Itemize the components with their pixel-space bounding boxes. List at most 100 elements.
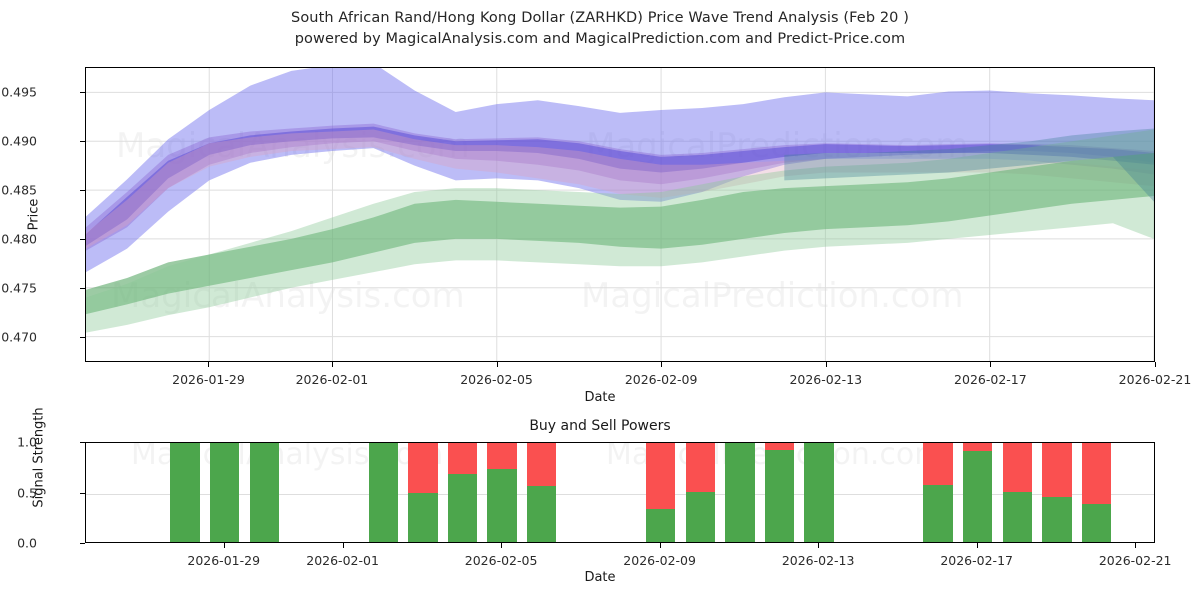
- price-band: [86, 152, 1154, 315]
- buy-power-segment: [804, 443, 834, 542]
- buy-power-segment: [1002, 491, 1032, 542]
- price-wave-chart: MagicalAnalysis.com MagicalPrediction.co…: [85, 67, 1155, 362]
- sell-power-segment: [963, 443, 993, 452]
- price-x-tickmark: [990, 362, 992, 367]
- buy-power-segment: [487, 469, 517, 542]
- price-y-tickmark: [80, 189, 85, 191]
- buy-power-segment: [645, 508, 676, 542]
- sell-power-segment: [527, 443, 557, 487]
- sell-power-segment: [923, 443, 953, 486]
- signal-bar[interactable]: [368, 443, 398, 542]
- signal-bar[interactable]: [1002, 443, 1032, 542]
- buy-power-segment: [527, 486, 557, 542]
- sell-power-segment: [1042, 443, 1072, 497]
- bar-y-tickmark: [80, 442, 85, 443]
- sell-power-segment: [447, 443, 478, 475]
- bar-x-tick: 2026-01-29: [187, 553, 261, 568]
- price-y-tick: 0.490: [1, 133, 37, 149]
- buy-power-segment: [963, 451, 993, 542]
- price-plot-area: MagicalAnalysis.com MagicalPrediction.co…: [85, 67, 1155, 362]
- sell-power-segment: [1081, 443, 1112, 504]
- bar-x-tick: 2026-02-09: [623, 553, 696, 568]
- price-x-tick: 2026-02-21: [1118, 372, 1192, 387]
- bar-x-tickmark: [659, 543, 661, 548]
- buy-sell-powers-chart: MagicalAnalysis.com MagicalPrediction.co…: [85, 442, 1155, 543]
- bar-x-tick: 2026-02-13: [781, 553, 855, 568]
- price-y-tickmark: [80, 91, 85, 93]
- signal-bar[interactable]: [527, 443, 557, 542]
- signal-bar[interactable]: [725, 443, 755, 542]
- bar-y-tick: 0.0: [17, 535, 37, 551]
- price-y-tick: 0.480: [1, 231, 37, 247]
- bar-x-tick: 2026-02-01: [306, 553, 379, 568]
- price-x-tickmark: [661, 362, 663, 367]
- price-x-tick: 2026-02-13: [789, 372, 863, 387]
- price-y-tickmark: [80, 288, 85, 290]
- signal-bar[interactable]: [764, 443, 795, 542]
- buy-power-segment: [170, 443, 200, 542]
- sell-power-segment: [487, 443, 517, 470]
- price-y-tick: 0.485: [1, 182, 37, 198]
- signal-bar[interactable]: [1081, 443, 1112, 542]
- signal-bar[interactable]: [923, 443, 953, 542]
- signal-bar[interactable]: [685, 443, 715, 542]
- price-x-tickmark: [208, 362, 210, 367]
- buy-power-segment: [249, 443, 279, 542]
- signal-bar[interactable]: [487, 443, 517, 542]
- bar-y-tick: 0.5: [17, 485, 37, 500]
- price-x-tick: 2026-01-29: [172, 372, 245, 387]
- buy-power-segment: [764, 450, 795, 542]
- bar-y-tickmark: [80, 492, 85, 494]
- bar-x-tickmark: [818, 543, 820, 548]
- bar-y-axis-label: Signal Strength: [31, 407, 47, 508]
- signal-bar[interactable]: [645, 443, 676, 542]
- price-y-tick: 0.495: [1, 84, 37, 100]
- bar-x-tick: 2026-02-05: [464, 553, 538, 568]
- signal-bar[interactable]: [1042, 443, 1072, 542]
- bar-x-tickmark: [342, 543, 344, 548]
- sell-power-segment: [1002, 443, 1032, 492]
- price-y-axis-label: Price: [26, 198, 42, 231]
- bar-x-tickmark: [1135, 543, 1137, 548]
- bar-x-tickmark: [976, 543, 978, 548]
- bar-x-tickmark: [501, 543, 503, 548]
- price-x-tickmark: [825, 362, 827, 367]
- sell-power-segment: [408, 443, 438, 493]
- page-subtitle: powered by MagicalAnalysis.com and Magic…: [294, 31, 906, 47]
- buy-power-segment: [725, 443, 755, 542]
- chart-title-block: South African Rand/Hong Kong Dollar (ZAR…: [0, 8, 1200, 50]
- signal-bar[interactable]: [210, 443, 240, 542]
- signal-bar[interactable]: [963, 443, 993, 542]
- bar-x-axis-label: Date: [584, 570, 616, 585]
- price-wave-svg: [86, 68, 1154, 361]
- price-x-tickmark: [331, 362, 333, 367]
- bar-y-tick: 1.0: [17, 434, 37, 450]
- price-y-tickmark: [80, 140, 85, 142]
- price-y-tickmark: [80, 239, 85, 241]
- price-x-tick: 2026-02-01: [295, 372, 369, 387]
- buy-power-segment: [923, 485, 953, 542]
- signal-bar[interactable]: [170, 443, 200, 542]
- price-x-tick: 2026-02-17: [954, 372, 1027, 387]
- sell-power-segment: [645, 443, 676, 509]
- price-band: [86, 129, 1154, 333]
- price-y-tickmark: [80, 337, 85, 339]
- buy-power-segment: [1042, 496, 1072, 542]
- buy-power-segment: [1081, 503, 1112, 542]
- bar-x-tick: 2026-02-21: [1098, 553, 1172, 568]
- bar-chart-title: Buy and Sell Powers: [529, 418, 671, 434]
- price-y-tick: 0.470: [1, 329, 37, 345]
- buy-power-segment: [210, 443, 240, 542]
- price-band: [86, 68, 1154, 273]
- signal-bar[interactable]: [249, 443, 279, 542]
- buy-power-segment: [368, 443, 398, 542]
- price-y-tick: 0.475: [1, 280, 37, 296]
- signal-bar[interactable]: [447, 443, 478, 542]
- signal-bar[interactable]: [804, 443, 834, 542]
- bar-x-tickmark: [223, 543, 225, 548]
- bar-plot-area: MagicalAnalysis.com MagicalPrediction.co…: [85, 442, 1155, 543]
- buy-power-segment: [408, 492, 438, 542]
- signal-bar[interactable]: [408, 443, 438, 542]
- price-band: [86, 129, 1154, 249]
